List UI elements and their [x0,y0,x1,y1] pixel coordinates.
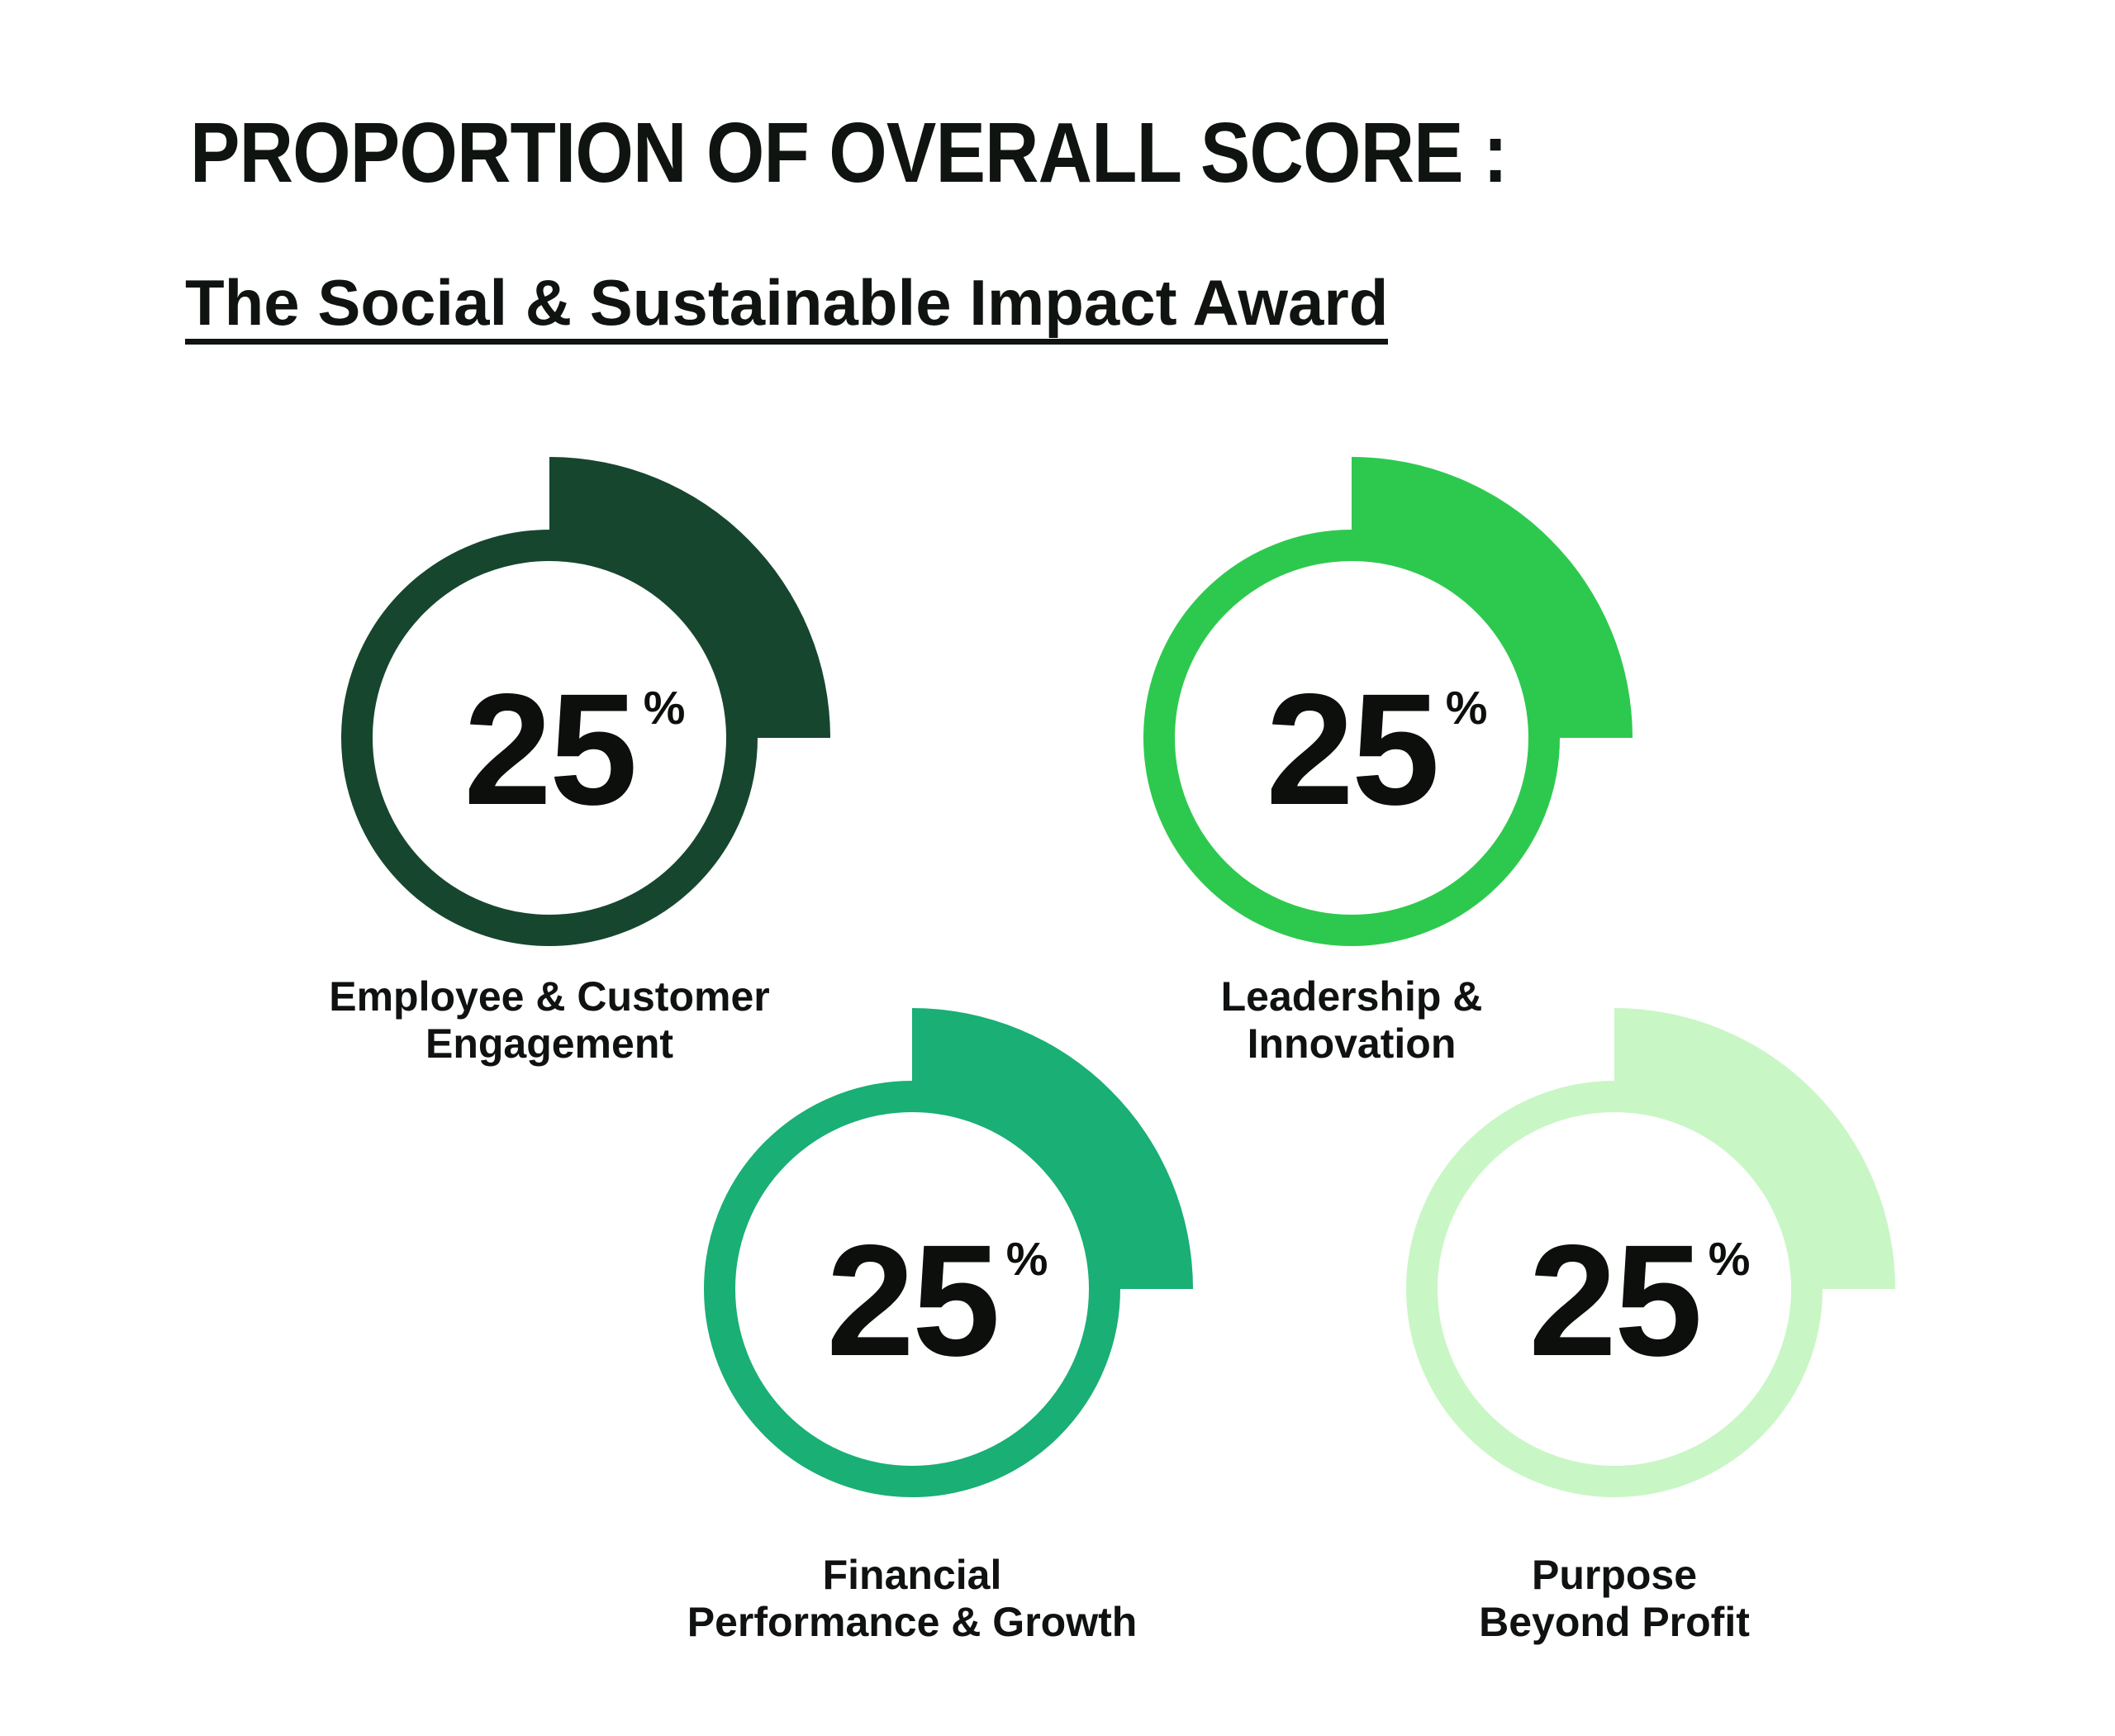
gauge-ring-icon [1143,457,1633,946]
gauge-label: Financial Performance & Growth [573,1552,1251,1646]
gauge-ring-circle [704,1081,1120,1497]
gauge-label-line: Beyond Profit [1479,1599,1750,1645]
gauge-label-line: Innovation [1247,1020,1457,1067]
gauge-chart-leadership-innovation: 25% Leadership & Innovation [1071,457,1633,1067]
page-subtitle-wrap: The Social & Sustainable Impact Award [185,267,1389,345]
gauge-label-line: Employee & Customer [329,973,770,1020]
gauge-chart-employee-customer-engagement: 25% Employee & Customer Engagement [269,457,830,1067]
page-subtitle: The Social & Sustainable Impact Award [185,267,1389,345]
gauge-label-line: Financial [822,1552,1002,1598]
page-title: PROPORTION OF OVERALL SCORE : [190,105,1508,200]
gauge-label-line: Leadership & [1220,973,1483,1020]
gauge-chart-financial-performance-growth: 25% Financial Performance & Growth [631,1008,1193,1645]
gauge-ring-circle [1406,1081,1823,1497]
gauge-ring-circle [1143,530,1560,946]
gauge-label-line: Performance & Growth [687,1599,1138,1645]
gauge-ring-icon [704,1008,1193,1497]
gauge-label-line: Purpose [1531,1552,1698,1598]
gauge-ring-icon [341,457,830,946]
gauge-label-line: Engagement [425,1020,674,1067]
gauge-ring-circle [341,530,758,946]
gauge-chart-purpose-beyond-profit: 25% Purpose Beyond Profit [1333,1008,1895,1645]
gauge-label: Purpose Beyond Profit [1276,1552,1953,1646]
gauge-label: Leadership & Innovation [1013,973,1690,1068]
gauge-ring-icon [1406,1008,1895,1497]
gauge-label: Employee & Customer Engagement [211,973,888,1068]
